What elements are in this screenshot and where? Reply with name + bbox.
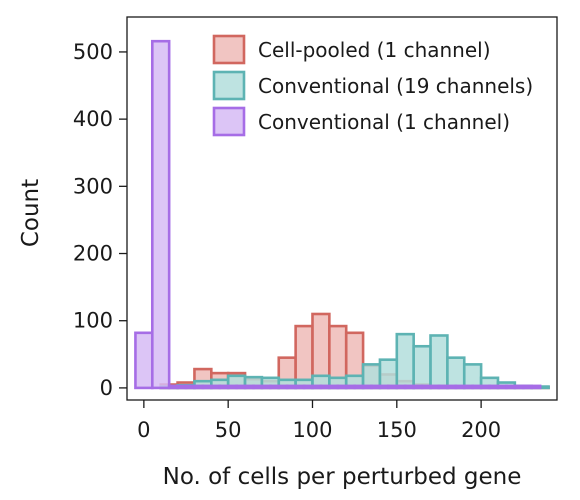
bar-series-3-bin-5 <box>201 384 222 390</box>
bar-series-3-bin-15 <box>370 384 390 390</box>
bar-series-3-bin-2 <box>150 39 171 390</box>
y-axis: 0 100 200 300 400 500 <box>73 40 127 400</box>
y-tick-label-400: 400 <box>73 107 113 131</box>
bar-series-3-bin-6 <box>218 384 238 390</box>
legend-swatch-2 <box>212 70 246 101</box>
legend-swatch-3 <box>212 106 246 137</box>
bar-series-2-bin-13 <box>361 363 382 390</box>
bar-series-3-bin-24 <box>521 384 542 390</box>
bar-series-3-bin-19 <box>437 384 458 390</box>
plot-frame <box>126 16 558 401</box>
y-tick-label-300: 300 <box>73 174 113 198</box>
legend: Cell-pooled (1 channel) Conventional (19 … <box>212 34 533 137</box>
y-tick-label-0: 0 <box>100 376 113 400</box>
y-tick-label-500: 500 <box>73 40 113 64</box>
x-axis: 0 50 100 150 200 <box>137 400 501 442</box>
legend-label-2: Conventional (19 channels) <box>258 74 533 98</box>
bar-series-3-bin-12 <box>319 384 340 390</box>
bar-series-3-bin-17 <box>403 384 424 390</box>
bar-series-3-bin-16 <box>387 384 407 390</box>
x-tick-label-100: 100 <box>292 418 332 442</box>
x-axis-label: No. of cells per perturbed gene <box>163 464 522 490</box>
bar-series-3-bin-13 <box>336 384 356 390</box>
bar-series-2-bin-17 <box>429 334 449 390</box>
bar-series-3-bin-1 <box>134 331 154 390</box>
bar-series-3-bin-11 <box>302 384 323 390</box>
bar-series-3-bin-21 <box>471 384 491 390</box>
x-tick-label-150: 150 <box>377 418 417 442</box>
x-tick-label-0: 0 <box>137 418 150 442</box>
bar-series-3-bin-4 <box>184 384 205 390</box>
bar-series-2-bin-19 <box>462 363 483 390</box>
bar-series-3-bin-9 <box>269 384 289 390</box>
y-axis-label: Count <box>18 179 44 247</box>
bar-series-2-bin-14 <box>378 358 399 390</box>
bar-series-3-bin-7 <box>235 384 255 390</box>
bar-series-2-bin-15 <box>395 332 415 390</box>
y-tick-label-200: 200 <box>73 242 113 266</box>
x-tick-label-200: 200 <box>461 418 501 442</box>
y-tick-label-100: 100 <box>73 309 113 333</box>
bar-series-3-bin-20 <box>454 384 474 390</box>
bar-series-3-bin-22 <box>488 384 508 390</box>
bar-series-3-bin-18 <box>420 384 441 390</box>
bar-series-3-bin-23 <box>505 384 525 390</box>
legend-label-1: Cell-pooled (1 channel) <box>258 38 491 62</box>
legend-label-3: Conventional (1 channel) <box>258 110 510 134</box>
x-tick-label-50: 50 <box>215 418 242 442</box>
bar-series-3-bin-14 <box>353 384 373 390</box>
series-3 <box>134 39 542 390</box>
bar-series-2-bin-16 <box>412 344 432 390</box>
bar-series-3-bin-3 <box>167 384 188 390</box>
legend-swatch-1 <box>212 34 246 65</box>
bar-series-2-bin-18 <box>446 356 466 390</box>
bar-series-3-bin-8 <box>252 384 272 390</box>
bar-series-3-bin-10 <box>285 384 306 390</box>
bars-layer <box>134 39 550 390</box>
